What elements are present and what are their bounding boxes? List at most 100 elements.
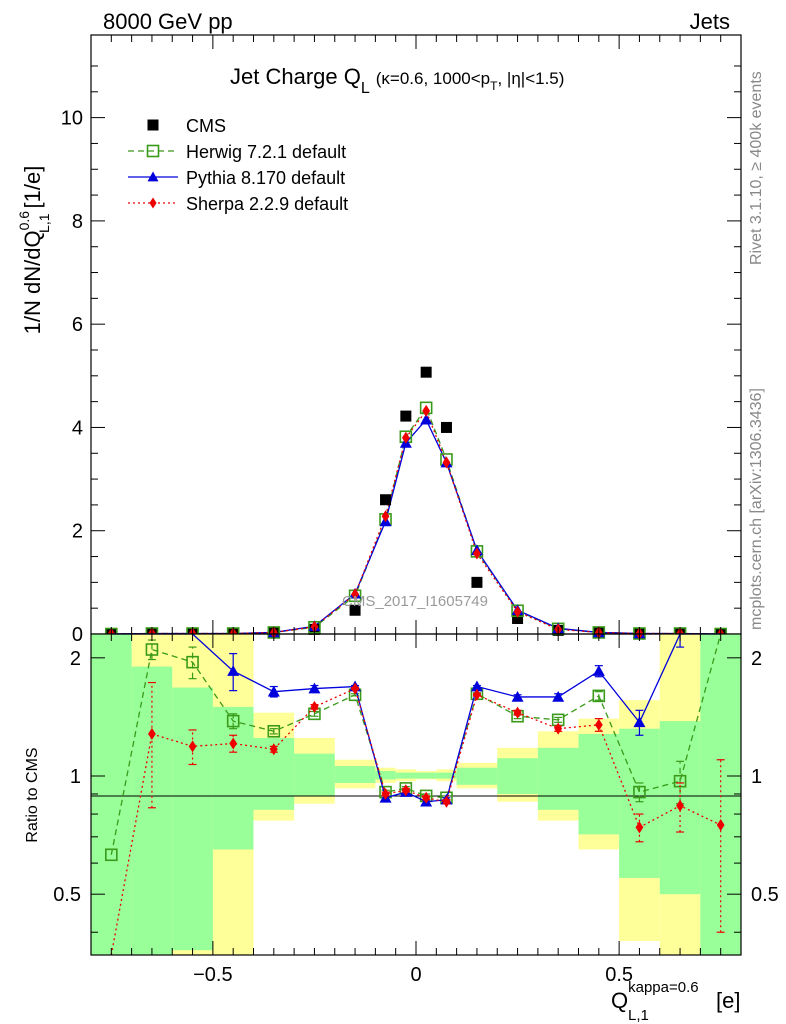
ratio-band-green: [497, 758, 538, 794]
ratio-band-green: [91, 634, 132, 955]
ratio-line-herwig: [110, 633, 722, 855]
main-point-cms: [512, 613, 524, 625]
ratio-y-tick-label-left: 2: [70, 648, 81, 670]
main-y-axis-label-superscript: 0.6: [16, 211, 32, 231]
ratio-y-tick-label-right: 0.5: [751, 884, 779, 906]
main-title-text: Jet Charge Q: [230, 64, 361, 89]
ratio-point-pythia: [552, 690, 565, 702]
main-y-axis-label: 1/N dN/dQ0.6 L,1 [1/e]: [16, 166, 52, 335]
ratio-point-herwig: [105, 848, 118, 862]
ratio-x-tick-label: 0: [410, 964, 421, 986]
main-y-tick-label: 8: [72, 211, 83, 233]
ratio-band-green: [537, 747, 579, 810]
ratio-point-pythia: [227, 665, 240, 676]
main-x-ticks: [90, 35, 742, 634]
legend-label-pythia: Pythia 8.170 default: [186, 168, 345, 188]
x-axis-label-text: Q: [611, 988, 628, 1013]
header-left: 8000 GeV pp: [103, 9, 233, 34]
ratio-band-green: [212, 706, 254, 850]
legend-marker-cms: [147, 119, 159, 131]
ratio-y-tick-label-left: 0.5: [53, 884, 81, 906]
ratio-point-sherpa: [422, 791, 431, 804]
x-axis-label-subscript: L,1: [628, 1007, 649, 1024]
x-axis-label-superscript: kappa=0.6: [628, 979, 698, 996]
legend-marker-sherpa: [149, 197, 157, 209]
main-y-axis-label-subscript: L,1: [36, 213, 52, 233]
x-axis-label-unit: [e]: [716, 988, 740, 1013]
ratio-x-ticks: −0.5 0 0.5: [90, 634, 742, 986]
ratio-point-sherpa: [148, 727, 156, 740]
main-point-sherpa: [473, 547, 481, 560]
ratio-band-green: [416, 772, 437, 779]
header-right: Jets: [690, 9, 730, 34]
main-title-params-subscript: T: [490, 79, 498, 93]
ratio-point-pythia: [470, 680, 483, 692]
ratio-y-tick-label-right: 1: [751, 766, 762, 788]
ratio-band-green: [395, 772, 416, 779]
main-point-sherpa: [381, 510, 390, 523]
ratio-band-green: [436, 772, 457, 779]
x-axis-label: Qkappa=0.6 L,1 [e]: [611, 979, 740, 1024]
ratio-marks: [105, 633, 725, 956]
ratio-band-green: [456, 767, 498, 785]
ratio-panel: 0.5 0.5 1 1 2 2 −0.5 0 0.5 Ratio to CMS Qkappa=…: [24, 633, 779, 1024]
main-point-cms: [420, 366, 432, 378]
main-point-sherpa: [513, 605, 522, 618]
ratio-point-sherpa: [716, 819, 725, 832]
ratio-point-herwig: [592, 689, 606, 703]
main-y-axis-label-text: 1/N dN/dQ: [20, 230, 45, 334]
ratio-x-tick-label: 0.5: [605, 964, 633, 986]
main-point-sherpa: [401, 431, 410, 444]
ratio-point-sherpa: [351, 682, 359, 695]
ratio-point-sherpa: [310, 700, 319, 713]
ratio-point-herwig: [186, 655, 199, 669]
main-title-params-tail: , |η|<1.5): [497, 69, 564, 88]
ratio-point-herwig: [633, 785, 646, 799]
ratio-band-green: [578, 733, 620, 835]
main-y-tick-label: 0: [72, 624, 83, 646]
legend: CMS Herwig 7.2.1 default Pythia 8.170 defa…: [128, 116, 348, 214]
main-point-sherpa: [442, 456, 451, 469]
ratio-band-green: [294, 753, 335, 796]
ratio-y-axis-label: Ratio to CMS: [24, 747, 41, 842]
ratio-point-pythia: [308, 682, 321, 694]
mcplots-reference: mcplots.cern.ch [arXiv:1306.3436]: [748, 388, 765, 630]
ratio-point-pythia: [633, 716, 646, 728]
main-panel: 0 2 4 6 8 10 Jet Charge QL (κ=0.6, 1000<pT, |η…: [16, 34, 742, 646]
ratio-y-tick-label-left: 1: [70, 766, 81, 788]
main-point-pythia: [420, 413, 433, 425]
ratio-point-sherpa: [594, 718, 603, 731]
ratio-band-green: [619, 728, 660, 878]
legend-marker-pythia: [147, 171, 159, 182]
main-y-tick-label: 4: [72, 417, 83, 439]
legend-label-sherpa: Sherpa 2.2.9 default: [186, 194, 348, 214]
ratio-point-sherpa: [513, 706, 522, 719]
ratio-point-sherpa: [676, 799, 684, 812]
ratio-point-pythia: [592, 665, 605, 676]
ratio-band-green: [172, 687, 213, 951]
main-title-params: (κ=0.6, 1000<p: [376, 69, 490, 88]
legend-marker-herwig: [146, 144, 160, 158]
legend-label-herwig: Herwig 7.2.1 default: [186, 142, 346, 162]
ratio-point-pythia: [267, 685, 280, 697]
main-point-cms: [400, 410, 412, 422]
main-point-cms: [380, 494, 392, 506]
ratio-y-tick-label-right: 2: [751, 648, 762, 670]
ratio-point-sherpa: [188, 740, 197, 753]
ratio-band-green: [334, 766, 376, 783]
rivet-version-note: Rivet 3.1.10, ≥ 400k events: [748, 71, 765, 265]
ratio-point-herwig: [226, 714, 240, 728]
main-point-sherpa: [310, 620, 319, 633]
ratio-point-herwig: [145, 643, 159, 656]
ratio-y-ticks: 0.5 0.5 1 1 2 2: [53, 648, 779, 933]
main-y-tick-label: 2: [72, 521, 83, 543]
main-point-sherpa: [351, 588, 359, 601]
main-point-cms: [471, 576, 483, 588]
ratio-point-sherpa: [554, 722, 563, 735]
ratio-x-tick-label: −0.5: [193, 964, 232, 986]
ratio-point-sherpa: [635, 821, 644, 834]
main-y-tick-label: 10: [61, 108, 83, 130]
ratio-point-pythia: [511, 690, 524, 702]
ratio-point-sherpa: [269, 743, 278, 756]
ratio-point-sherpa: [229, 737, 238, 750]
